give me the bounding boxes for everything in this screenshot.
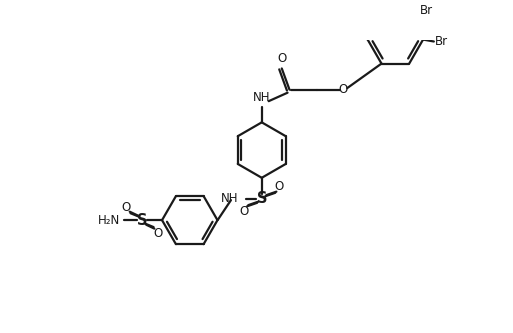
Text: S: S (256, 191, 267, 206)
Text: O: O (277, 52, 286, 65)
Text: O: O (274, 180, 284, 193)
Text: O: O (122, 200, 131, 213)
Text: S: S (137, 213, 147, 228)
Text: H₂N: H₂N (97, 214, 120, 227)
Text: NH: NH (221, 192, 238, 205)
Text: Br: Br (420, 4, 433, 17)
Text: NH: NH (253, 91, 270, 104)
Text: O: O (339, 83, 348, 96)
Text: O: O (153, 227, 163, 240)
Text: O: O (240, 205, 249, 218)
Text: Br: Br (435, 35, 448, 48)
